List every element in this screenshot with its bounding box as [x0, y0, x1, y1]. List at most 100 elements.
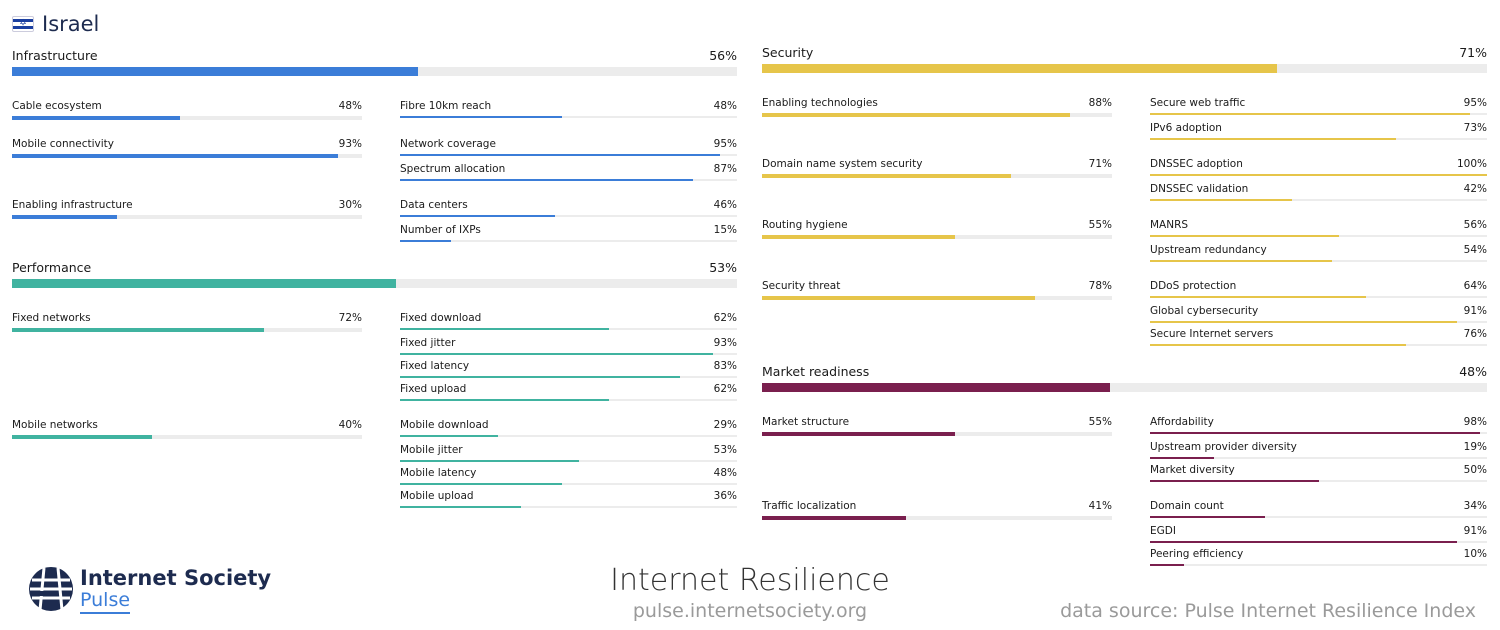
market_readiness-group-label: Traffic localization	[762, 500, 857, 512]
security-item-label: Secure Internet servers	[1150, 328, 1274, 340]
performance-item-label: Fixed download	[400, 312, 482, 324]
security-group-value: 88%	[1088, 97, 1112, 109]
market_readiness-group-bar-track	[762, 432, 1112, 436]
performance-pillar-bar-fill	[12, 279, 397, 288]
performance-item-label: Mobile jitter	[400, 444, 463, 456]
infrastructure-item-value: 48%	[713, 100, 737, 112]
infrastructure-item-label: Data centers	[400, 199, 468, 211]
security-group-bar-track	[762, 174, 1112, 178]
performance-item-bar-track	[400, 435, 737, 437]
market_readiness-group-label: Market structure	[762, 416, 850, 428]
security-item-label: DNSSEC validation	[1150, 183, 1249, 195]
security-pillar-value: 71%	[1459, 45, 1487, 60]
security-group-label: Routing hygiene	[762, 219, 848, 231]
market_readiness-item-label: Peering efficiency	[1150, 548, 1244, 560]
infrastructure-group-label: Enabling infrastructure	[12, 199, 133, 211]
security-item-value: 56%	[1463, 219, 1487, 231]
market_readiness-item-bar-fill	[1150, 432, 1481, 434]
market_readiness-item-bar-fill	[1150, 541, 1457, 543]
market_readiness-group-bar-fill	[762, 516, 906, 520]
infrastructure-item-label: Network coverage	[400, 138, 496, 150]
security-item-bar-fill	[1150, 235, 1339, 237]
market_readiness-group-value: 55%	[1088, 416, 1112, 428]
performance-item-bar-fill	[400, 399, 609, 401]
security-pillar-label: Security	[762, 45, 814, 60]
security-item-label: MANRS	[1150, 219, 1189, 231]
security-group-bar-fill	[762, 174, 1011, 178]
infrastructure-group-label: Mobile connectivity	[12, 138, 115, 150]
infrastructure-group-bar-fill	[12, 215, 117, 219]
security-group-bar-fill	[762, 235, 955, 239]
market_readiness-pillar-value: 48%	[1459, 364, 1487, 379]
security-group-value: 71%	[1088, 158, 1112, 170]
security-item-bar-track	[1150, 199, 1487, 201]
security-item-bar-fill	[1150, 138, 1396, 140]
infrastructure-group-value: 93%	[338, 138, 362, 150]
security-item-bar-fill	[1150, 296, 1366, 298]
infrastructure-pillar-bar-track	[12, 67, 737, 76]
infrastructure-group-bar-track	[12, 215, 362, 219]
market_readiness-item-bar-track	[1150, 564, 1487, 566]
israel-flag-icon: ✡	[12, 16, 34, 32]
infrastructure-item-bar-track	[400, 179, 737, 181]
infrastructure-group-value: 30%	[338, 199, 362, 211]
security-item-bar-track	[1150, 260, 1487, 262]
footer-url[interactable]: pulse.internetsociety.org	[632, 600, 868, 622]
market_readiness-item-bar-fill	[1150, 564, 1184, 566]
security-group-bar-track	[762, 113, 1112, 117]
market_readiness-group-bar-track	[762, 516, 1112, 520]
performance-pillar-value: 53%	[709, 260, 737, 275]
infrastructure-item-value: 95%	[713, 138, 737, 150]
market_readiness-item-bar-track	[1150, 457, 1487, 459]
infrastructure-group-value: 48%	[338, 100, 362, 112]
market_readiness-group-value: 41%	[1088, 500, 1112, 512]
security-item-value: 100%	[1456, 158, 1487, 170]
footer-source: data source: Pulse Internet Resilience I…	[1060, 600, 1476, 622]
performance-item-value: 62%	[713, 383, 737, 395]
security-item-value: 73%	[1463, 122, 1487, 134]
security-item-bar-track	[1150, 174, 1487, 176]
security-group-bar-fill	[762, 296, 1035, 300]
security-group-bar-track	[762, 235, 1112, 239]
performance-item-label: Mobile latency	[400, 467, 477, 479]
internet-society-logo[interactable]: Internet Society Pulse	[28, 566, 271, 614]
security-item-label: DNSSEC adoption	[1150, 158, 1243, 170]
market_readiness-item-bar-fill	[1150, 480, 1319, 482]
security-item-label: DDoS protection	[1150, 280, 1237, 292]
performance-item-value: 29%	[713, 419, 737, 431]
performance-group-bar-fill	[12, 435, 152, 439]
footer-title: Internet Resilience	[610, 563, 890, 598]
market_readiness-item-value: 10%	[1463, 548, 1487, 560]
infrastructure-item-bar-fill	[400, 154, 721, 156]
market_readiness-item-label: Upstream provider diversity	[1150, 441, 1297, 453]
performance-item-value: 93%	[713, 337, 737, 349]
infrastructure-item-value: 87%	[713, 163, 737, 175]
infrastructure-pillar-bar-fill	[12, 67, 418, 76]
security-item-value: 76%	[1463, 328, 1487, 340]
security-group-bar-track	[762, 296, 1112, 300]
market_readiness-item-value: 50%	[1463, 464, 1487, 476]
market_readiness-pillar-label: Market readiness	[762, 364, 870, 379]
market_readiness-item-label: EGDI	[1150, 525, 1176, 537]
security-item-bar-track	[1150, 296, 1487, 298]
security-item-value: 64%	[1463, 280, 1487, 292]
security-item-bar-fill	[1150, 321, 1457, 323]
security-group-label: Domain name system security	[762, 158, 923, 170]
performance-item-label: Fixed jitter	[400, 337, 456, 349]
performance-group-value: 40%	[338, 419, 362, 431]
performance-pillar-bar-track	[12, 279, 737, 288]
security-item-bar-fill	[1150, 199, 1292, 201]
market_readiness-pillar-bar-fill	[762, 383, 1110, 392]
market_readiness-item-label: Market diversity	[1150, 464, 1235, 476]
country-header: ✡ Israel	[12, 10, 99, 38]
performance-group-label: Fixed networks	[12, 312, 91, 324]
market_readiness-group-bar-fill	[762, 432, 955, 436]
security-item-value: 91%	[1463, 305, 1487, 317]
country-name: Israel	[42, 12, 100, 36]
infrastructure-item-bar-track	[400, 240, 737, 242]
security-item-bar-track	[1150, 344, 1487, 346]
performance-group-bar-track	[12, 435, 362, 439]
security-group-value: 78%	[1088, 280, 1112, 292]
performance-group-value: 72%	[338, 312, 362, 324]
performance-group-bar-fill	[12, 328, 264, 332]
